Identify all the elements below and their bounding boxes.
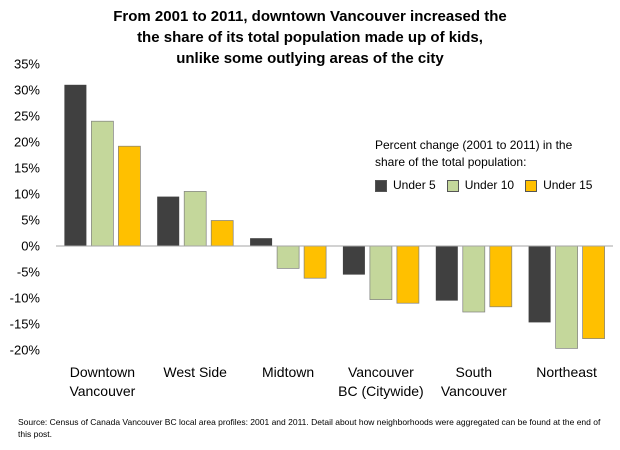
bars: [64, 84, 605, 349]
legend-title: Percent change (2001 to 2011) in the sha…: [375, 137, 603, 171]
bar-under-5: [157, 196, 180, 246]
bar-under-10: [462, 245, 486, 313]
y-tick-label: -15%: [10, 317, 41, 332]
x-category-label: Vancouver: [69, 383, 135, 399]
bar-under-5: [64, 84, 87, 246]
y-tick-label: 5%: [21, 213, 40, 228]
legend-title-line-2: share of the total population:: [375, 155, 527, 169]
y-tick-label: 10%: [14, 187, 40, 202]
bar-under-15: [210, 220, 234, 247]
x-category-label: Vancouver: [441, 383, 507, 399]
bar-under-10: [276, 245, 300, 269]
legend-swatch-under-15: [525, 179, 538, 192]
bar-under-15: [396, 245, 420, 304]
y-tick-label: -5%: [17, 265, 41, 280]
y-tick-label: -10%: [10, 291, 41, 306]
bar-under-5: [250, 238, 273, 246]
bar-under-10: [91, 120, 114, 247]
x-category-label: South: [456, 364, 493, 380]
bar-under-5: [528, 246, 551, 323]
legend-swatch-under-10: [446, 179, 459, 192]
chart-title-line-1: From 2001 to 2011, downtown Vancouver in…: [113, 8, 507, 25]
bar-under-15: [303, 245, 327, 279]
legend-swatch-under-5: [375, 179, 387, 192]
bar-under-15: [489, 245, 513, 308]
bar-under-10: [183, 191, 207, 247]
bar-under-10: [369, 245, 393, 300]
legend-item-under-5: Under 5: [375, 177, 436, 194]
y-tick-label: 35%: [14, 57, 40, 72]
x-category-label: Midtown: [262, 364, 314, 380]
y-tick-label: 0%: [21, 239, 40, 254]
chart-title-line-3: unlike some outlying areas of the city: [176, 50, 444, 67]
chart-title-line-2: the share of its total population made u…: [137, 29, 483, 46]
legend-items: Under 5 Under 10 Under 15: [375, 177, 603, 194]
y-axis: 35% 30% 25% 20% 15% 10% 5% 0% -5% -10% -15% -20%: [10, 57, 41, 358]
x-category-label: West Side: [163, 364, 227, 380]
legend: Percent change (2001 to 2011) in the sha…: [375, 137, 603, 194]
x-category-label: Downtown: [70, 364, 135, 380]
y-tick-label: 15%: [14, 161, 40, 176]
legend-label-under-10: Under 10: [464, 178, 515, 192]
bar-under-15: [582, 245, 605, 339]
y-tick-label: -20%: [10, 343, 41, 358]
bar-under-15: [118, 145, 141, 247]
x-axis-labels: Downtown Vancouver West Side Midtown Vancouv…: [69, 364, 597, 399]
chart-title: From 2001 to 2011, downtown Vancouver in…: [0, 6, 620, 69]
x-category-label: Vancouver: [348, 364, 414, 380]
bar-under-5: [342, 246, 365, 275]
bar-under-10: [555, 245, 578, 349]
legend-item-under-10: Under 10: [446, 177, 515, 194]
y-tick-label: 25%: [14, 109, 40, 124]
legend-item-under-15: Under 15: [525, 177, 592, 194]
legend-label-under-15: Under 15: [543, 178, 593, 192]
legend-title-line-1: Percent change (2001 to 2011) in the: [375, 138, 573, 152]
x-category-label: BC (Citywide): [338, 383, 424, 399]
bar-under-5: [435, 246, 458, 301]
y-tick-label: 20%: [14, 135, 40, 150]
source-note: Source: Census of Canada Vancouver BC lo…: [18, 417, 601, 439]
legend-label-under-5: Under 5: [393, 178, 436, 192]
x-category-label: Northeast: [536, 364, 597, 380]
y-tick-label: 30%: [14, 83, 40, 98]
